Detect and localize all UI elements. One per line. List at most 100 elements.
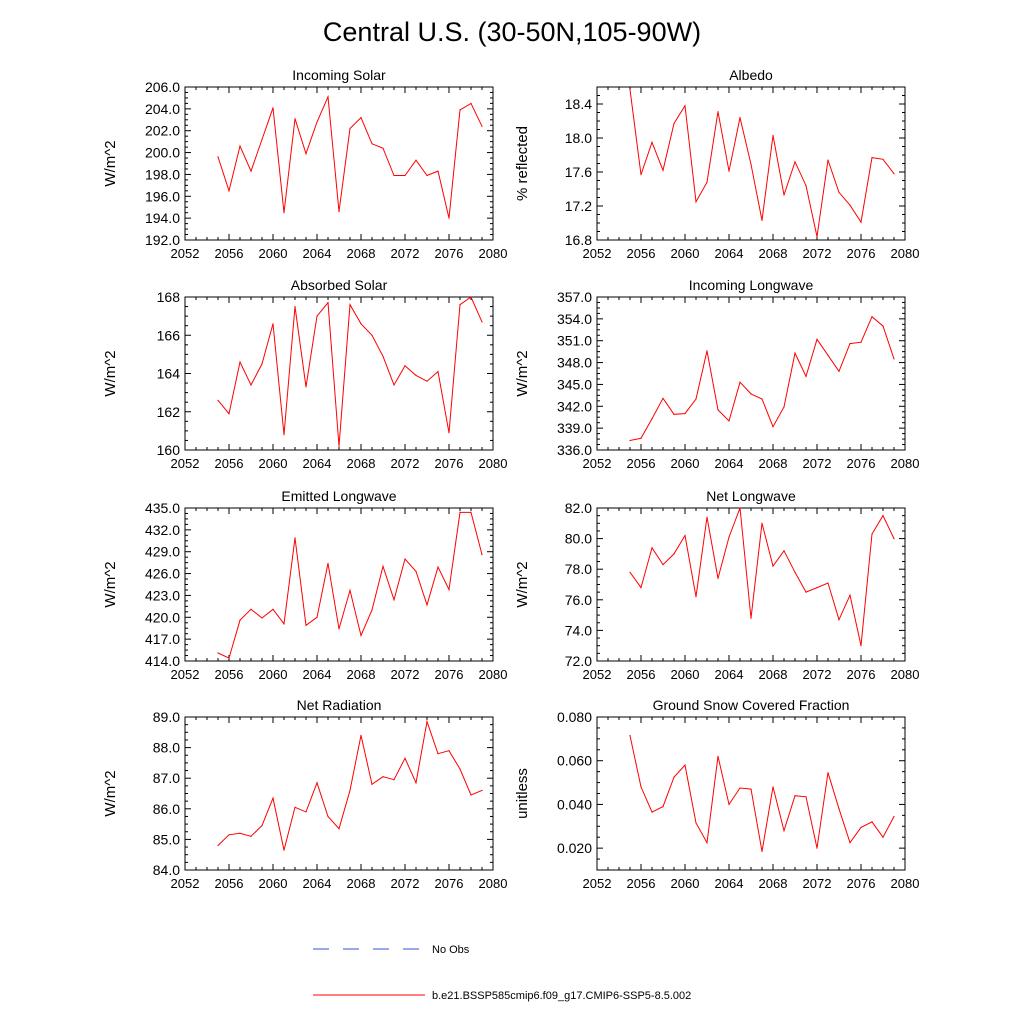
data-point [893, 358, 895, 360]
data-point [673, 413, 675, 415]
data-point [695, 822, 697, 824]
x-tick-label: 2064 [303, 456, 332, 471]
x-tick-label: 2064 [715, 456, 744, 471]
y-tick-label: 89.0 [153, 709, 180, 725]
data-point [239, 145, 241, 147]
data-point [629, 89, 631, 91]
data-point [805, 185, 807, 187]
data-point [382, 776, 384, 778]
data-point [783, 830, 785, 832]
y-tick-label: 0.040 [557, 796, 592, 812]
data-point [739, 381, 741, 383]
panel-albedo: Albedo % reflected 2052 2056 2060 2064 2068 207… [514, 67, 919, 261]
data-point [783, 194, 785, 196]
y-tick-label: 206.0 [145, 79, 180, 95]
y-tick-label: 432.0 [145, 522, 180, 538]
data-point [217, 156, 219, 158]
data-point [750, 393, 752, 395]
data-point [448, 589, 450, 591]
y-axis-label: W/m^2 [102, 350, 119, 396]
panel-title: Absorbed Solar [291, 277, 388, 293]
x-tick-label: 2060 [671, 456, 700, 471]
y-tick-label: 86.0 [153, 801, 180, 817]
data-point [662, 564, 664, 566]
y-tick-label: 84.0 [153, 862, 180, 878]
x-tick-label: 2056 [215, 876, 244, 891]
data-point [629, 735, 631, 737]
data-point [761, 398, 763, 400]
x-tick-label: 2064 [303, 667, 332, 682]
data-point [772, 134, 774, 136]
data-point [349, 789, 351, 792]
x-tick-label: 2052 [583, 667, 612, 682]
panel-incoming-solar: Incoming Solar W/m^2 2052 2056 2060 2064 2068 2… [102, 67, 507, 261]
y-tick-label: 204.0 [145, 101, 180, 117]
data-point [706, 842, 708, 844]
y-tick-label: 342.0 [557, 398, 592, 414]
x-tick-label: 2064 [303, 246, 332, 261]
data-point [750, 788, 752, 790]
data-point [750, 617, 752, 619]
data-point [816, 236, 818, 238]
series-line-absorbed-solar [217, 296, 483, 447]
panel-title: Incoming Longwave [689, 277, 814, 293]
data-point [893, 815, 895, 818]
data-point [481, 554, 483, 556]
data-point [305, 624, 307, 626]
data-point [470, 296, 472, 298]
data-point [239, 619, 241, 621]
data-point [261, 363, 263, 365]
x-tick-label: 2076 [847, 667, 876, 682]
data-point [827, 772, 829, 774]
y-tick-label: 414.0 [145, 653, 180, 669]
data-point [772, 426, 774, 428]
y-tick-label: 168 [157, 289, 181, 305]
x-tick-label: 2068 [759, 667, 788, 682]
data-point [816, 587, 818, 589]
x-tick-label: 2060 [671, 246, 700, 261]
y-tick-label: 17.6 [565, 164, 592, 180]
x-tick-label: 2080 [891, 456, 920, 471]
y-tick-label: 17.2 [565, 198, 592, 214]
data-point [739, 117, 741, 119]
data-point [684, 413, 686, 415]
y-axis-label: W/m^2 [514, 350, 531, 396]
data-point [860, 645, 862, 647]
data-point [739, 787, 741, 789]
data-point [871, 157, 873, 159]
data-point [794, 161, 796, 163]
data-point [728, 803, 730, 806]
data-point [349, 589, 351, 591]
panel-title: Incoming Solar [292, 67, 386, 83]
y-tick-label: 196.0 [145, 188, 180, 204]
x-tick-label: 2080 [479, 456, 508, 471]
data-point [437, 753, 439, 755]
y-tick-label: 160 [157, 442, 181, 458]
page-title: Central U.S. (30-50N,105-90W) [323, 17, 701, 47]
data-point [316, 315, 318, 317]
data-point [327, 815, 329, 818]
data-point [849, 842, 851, 844]
x-tick-label: 2064 [303, 876, 332, 891]
data-point [393, 174, 395, 177]
y-tick-label: 16.8 [565, 232, 592, 248]
data-point [893, 538, 895, 540]
data-point [470, 102, 472, 104]
data-point [673, 553, 675, 555]
x-tick-label: 2056 [215, 246, 244, 261]
data-point [261, 825, 263, 827]
y-tick-label: 87.0 [153, 770, 180, 786]
y-tick-label: 339.0 [557, 420, 592, 436]
panel-net-longwave: Net Longwave W/m^2 2052 2056 2060 2064 2068 207… [514, 488, 919, 682]
data-point [349, 127, 351, 130]
panel-incoming-longwave: Incoming Longwave W/m^2 2052 2056 2060 2064 20… [514, 277, 919, 471]
x-tick-label: 2080 [891, 876, 920, 891]
y-tick-label: 76.0 [565, 592, 592, 608]
data-point [838, 808, 840, 810]
data-point [629, 571, 631, 573]
data-point [415, 159, 417, 161]
plot-frame [596, 296, 906, 451]
data-point [739, 507, 741, 509]
x-tick-label: 2060 [259, 876, 288, 891]
y-tick-label: 351.0 [557, 333, 592, 349]
